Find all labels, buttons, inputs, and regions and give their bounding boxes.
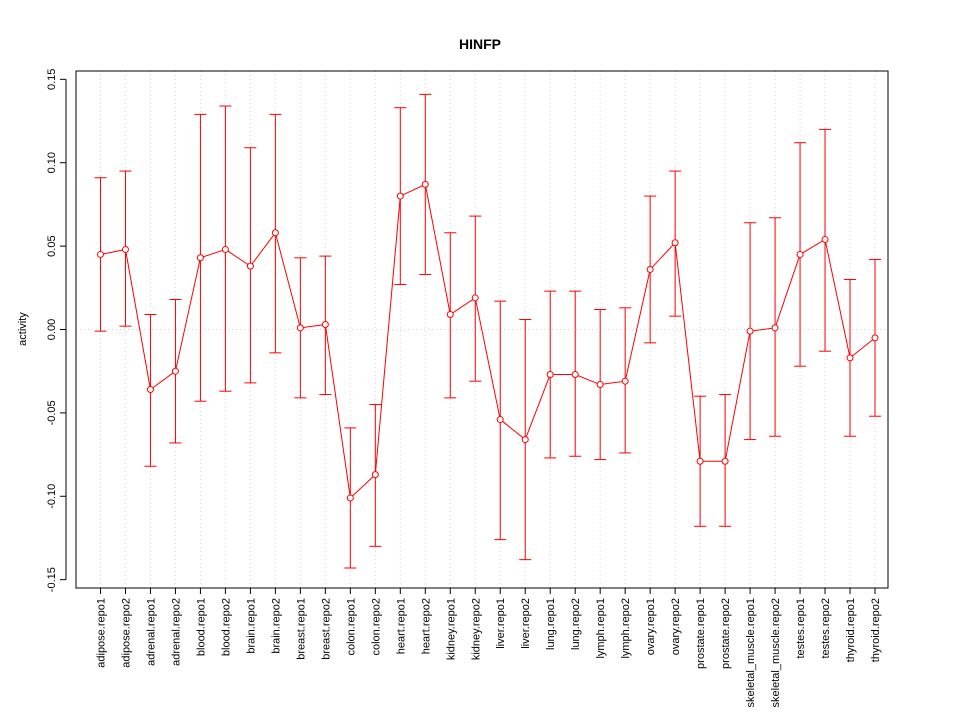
x-tick-label: testes.repo1 bbox=[795, 598, 807, 659]
data-point bbox=[846, 354, 854, 362]
data-point bbox=[721, 457, 729, 465]
data-point bbox=[246, 262, 254, 270]
x-tick-label: adrenal.repo1 bbox=[145, 598, 157, 666]
x-tick-label: colon.repo2 bbox=[370, 598, 382, 656]
y-axis-title: activity bbox=[17, 312, 29, 346]
x-tick-label: testes.repo2 bbox=[820, 598, 832, 659]
data-point bbox=[271, 229, 279, 237]
x-tick-label: colon.repo1 bbox=[345, 598, 357, 656]
x-tick-label: adipose.repo2 bbox=[120, 598, 132, 668]
chart-title: HINFP bbox=[459, 36, 501, 52]
x-tick-label: brain.repo1 bbox=[245, 598, 257, 654]
x-tick-label: kidney.repo2 bbox=[470, 598, 482, 660]
plot-frame bbox=[75, 70, 889, 589]
x-tick-label: lymph.repo1 bbox=[595, 598, 607, 659]
data-point bbox=[471, 294, 479, 302]
data-point bbox=[221, 245, 229, 253]
data-point bbox=[296, 324, 304, 332]
data-point bbox=[321, 320, 329, 328]
data-point bbox=[96, 250, 104, 258]
x-tick-label: ovary.repo1 bbox=[645, 598, 657, 655]
data-point bbox=[121, 245, 129, 253]
data-point bbox=[521, 436, 529, 444]
x-tick-label: prostate.repo1 bbox=[695, 598, 707, 669]
data-point bbox=[171, 367, 179, 375]
y-tick-label: -0.15 bbox=[46, 567, 58, 592]
y-tick-label: 0.10 bbox=[46, 152, 58, 173]
x-tick-label: breast.repo1 bbox=[295, 598, 307, 660]
data-point bbox=[821, 235, 829, 243]
data-point bbox=[421, 180, 429, 188]
data-point bbox=[746, 327, 754, 335]
x-tick-label: lymph.repo2 bbox=[620, 598, 632, 659]
series-activity bbox=[94, 93, 882, 569]
data-point bbox=[446, 310, 454, 318]
y-tick-label: 0.00 bbox=[46, 319, 58, 340]
x-tick-label: prostate.repo2 bbox=[720, 598, 732, 669]
data-point bbox=[146, 386, 154, 394]
data-point bbox=[696, 457, 704, 465]
data-point bbox=[671, 239, 679, 247]
x-tick-label: kidney.repo1 bbox=[445, 598, 457, 660]
x-tick-label: lung.repo2 bbox=[570, 598, 582, 650]
x-tick-label: blood.repo1 bbox=[195, 598, 207, 656]
data-point bbox=[646, 265, 654, 273]
y-tick-label: 0.05 bbox=[46, 235, 58, 256]
x-tick-label: heart.repo1 bbox=[395, 598, 407, 654]
data-point bbox=[871, 334, 879, 342]
data-point bbox=[796, 250, 804, 258]
data-point bbox=[196, 254, 204, 262]
x-tick-label: skeletal_muscle.repo1 bbox=[745, 598, 757, 707]
x-tick-label: thyroid.repo2 bbox=[870, 598, 882, 662]
data-point bbox=[346, 494, 354, 502]
x-tick-label: adrenal.repo2 bbox=[170, 598, 182, 666]
x-axis: adipose.repo1 adipose.repo2 adrenal.repo1 a… bbox=[95, 587, 882, 707]
x-tick-label: liver.repo2 bbox=[520, 598, 532, 649]
data-point bbox=[771, 324, 779, 332]
x-tick-label: thyroid.repo1 bbox=[845, 598, 857, 662]
x-tick-label: brain.repo2 bbox=[270, 598, 282, 654]
x-tick-label: blood.repo2 bbox=[220, 598, 232, 656]
data-point bbox=[396, 192, 404, 200]
x-tick-label: ovary.repo2 bbox=[670, 598, 682, 655]
x-tick-label: heart.repo2 bbox=[420, 598, 432, 654]
data-point bbox=[596, 381, 604, 389]
x-tick-label: liver.repo1 bbox=[495, 598, 507, 649]
y-tick-label: 0.15 bbox=[46, 69, 58, 90]
y-tick-label: -0.10 bbox=[46, 484, 58, 509]
data-point bbox=[496, 416, 504, 424]
data-point bbox=[546, 371, 554, 379]
data-point bbox=[571, 371, 579, 379]
series-line bbox=[100, 183, 876, 499]
y-axis: -0.15 -0.10 -0.05 0.00 0.05 0.10 0.15 bbox=[46, 69, 67, 592]
data-point bbox=[621, 377, 629, 385]
x-tick-label: adipose.repo1 bbox=[95, 598, 107, 668]
y-tick-label: -0.05 bbox=[46, 400, 58, 425]
x-tick-label: lung.repo1 bbox=[545, 598, 557, 650]
data-point bbox=[371, 471, 379, 479]
x-tick-label: breast.repo2 bbox=[320, 598, 332, 660]
x-tick-label: skeletal_muscle.repo2 bbox=[770, 598, 782, 707]
